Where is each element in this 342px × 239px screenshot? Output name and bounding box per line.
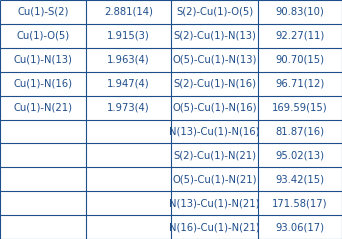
Text: 2.881(14): 2.881(14) [104, 7, 153, 17]
Text: 90.70(15): 90.70(15) [276, 55, 325, 65]
Text: O(5)-Cu(1)-N(13): O(5)-Cu(1)-N(13) [172, 55, 257, 65]
Text: O(5)-Cu(1)-N(21): O(5)-Cu(1)-N(21) [172, 174, 257, 184]
Text: 1.947(4): 1.947(4) [107, 79, 150, 89]
Text: 81.87(16): 81.87(16) [276, 126, 325, 136]
Text: Cu(1)-N(13): Cu(1)-N(13) [14, 55, 73, 65]
Text: 1.963(4): 1.963(4) [107, 55, 150, 65]
Text: Cu(1)-S(2): Cu(1)-S(2) [17, 7, 69, 17]
Text: 171.58(17): 171.58(17) [272, 198, 328, 208]
Text: 96.71(12): 96.71(12) [275, 79, 325, 89]
Text: 95.02(13): 95.02(13) [276, 150, 325, 160]
Text: S(2)-Cu(1)-N(16): S(2)-Cu(1)-N(16) [173, 79, 256, 89]
Text: 90.83(10): 90.83(10) [276, 7, 324, 17]
Text: N(13)-Cu(1)-N(16): N(13)-Cu(1)-N(16) [169, 126, 260, 136]
Text: S(2)-Cu(1)-N(13): S(2)-Cu(1)-N(13) [173, 31, 256, 41]
Text: N(13)-Cu(1)-N(21): N(13)-Cu(1)-N(21) [169, 198, 260, 208]
Text: 92.27(11): 92.27(11) [275, 31, 325, 41]
Text: Cu(1)-N(16): Cu(1)-N(16) [13, 79, 73, 89]
Text: Cu(1)-O(5): Cu(1)-O(5) [16, 31, 69, 41]
Text: N(16)-Cu(1)-N(21): N(16)-Cu(1)-N(21) [169, 222, 260, 232]
Text: 93.06(17): 93.06(17) [276, 222, 325, 232]
Text: S(2)-Cu(1)-N(21): S(2)-Cu(1)-N(21) [173, 150, 256, 160]
Text: 1.973(4): 1.973(4) [107, 103, 150, 113]
Text: 93.42(15): 93.42(15) [276, 174, 325, 184]
Text: O(5)-Cu(1)-N(16): O(5)-Cu(1)-N(16) [172, 103, 257, 113]
Text: 169.59(15): 169.59(15) [272, 103, 328, 113]
Text: 1.915(3): 1.915(3) [107, 31, 150, 41]
Text: Cu(1)-N(21): Cu(1)-N(21) [13, 103, 73, 113]
Text: S(2)-Cu(1)-O(5): S(2)-Cu(1)-O(5) [176, 7, 253, 17]
